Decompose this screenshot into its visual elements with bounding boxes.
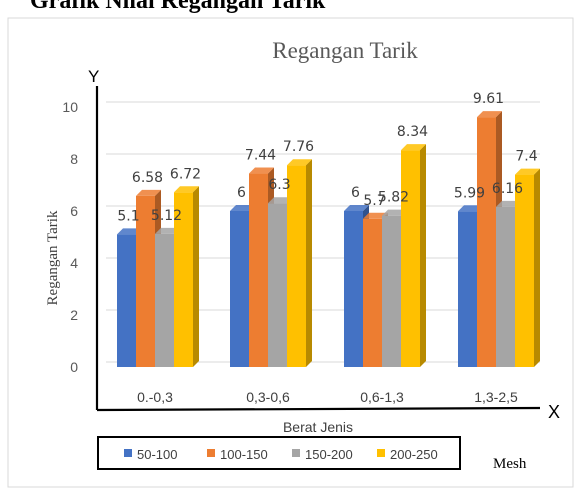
y-axis-title: Regangan Tarik bbox=[45, 210, 61, 305]
data-label: 6.58 bbox=[132, 170, 163, 186]
legend-item: 50-100 bbox=[124, 447, 177, 462]
category-label: 0,6-1,3 bbox=[360, 389, 404, 405]
data-label: 9.61 bbox=[473, 91, 504, 107]
data-label: 5.82 bbox=[378, 190, 409, 206]
legend-item: 150-200 bbox=[292, 447, 353, 462]
category-labels: 0.-0,3 0,3-0,6 0,6-1,3 1,3-2,5 bbox=[137, 389, 518, 405]
x-axis-title: Berat Jenis bbox=[283, 419, 353, 435]
legend: 50-100 100-150 150-200 200-250 bbox=[124, 447, 438, 462]
data-label: 7.4 bbox=[515, 149, 537, 165]
legend-swatch bbox=[124, 449, 132, 457]
y-tick-label: 8 bbox=[70, 151, 78, 167]
y-tick-label: 6 bbox=[70, 203, 78, 219]
legend-label: 150-200 bbox=[305, 447, 353, 462]
chart-title: Regangan Tarik bbox=[272, 38, 418, 63]
data-label: 7.44 bbox=[245, 148, 276, 164]
data-label: 6.16 bbox=[492, 181, 523, 197]
category-label: 0,3-0,6 bbox=[246, 389, 290, 405]
legend-label: 100-150 bbox=[220, 447, 268, 462]
data-label: 7.76 bbox=[283, 139, 314, 155]
category-label: 0.-0,3 bbox=[137, 389, 173, 405]
category-label: 1,3-2,5 bbox=[474, 389, 518, 405]
legend-swatch bbox=[207, 449, 215, 457]
bar bbox=[287, 159, 312, 367]
y-tick-label: 4 bbox=[70, 255, 78, 271]
y-tick-label: 0 bbox=[70, 359, 78, 375]
y-tick-labels: 0 2 4 6 8 10 bbox=[62, 99, 78, 375]
data-label: 6 bbox=[351, 185, 360, 201]
data-label: 5.12 bbox=[151, 208, 182, 224]
bar bbox=[401, 144, 426, 367]
legend-box bbox=[97, 436, 461, 470]
data-label: 5.7 bbox=[363, 193, 385, 209]
legend-label: 50-100 bbox=[137, 447, 177, 462]
mesh-label: Mesh bbox=[493, 456, 527, 472]
legend-swatch bbox=[292, 449, 300, 457]
legend-swatch bbox=[377, 449, 385, 457]
page-heading: Grafik Nilai Regangan Tarik bbox=[30, 0, 326, 14]
y-axis-letter: Y bbox=[88, 67, 99, 86]
bar bbox=[515, 168, 540, 367]
y-tick-label: 10 bbox=[62, 99, 78, 115]
data-label: 6.3 bbox=[268, 177, 290, 193]
x-axis-letter: X bbox=[548, 402, 560, 422]
data-label: 5.99 bbox=[454, 185, 485, 201]
data-label: 8.34 bbox=[397, 124, 428, 140]
data-label: 6.72 bbox=[170, 166, 201, 182]
bars bbox=[117, 111, 540, 367]
data-label: 5.1 bbox=[117, 208, 139, 224]
legend-item: 100-150 bbox=[207, 447, 268, 462]
data-label: 6 bbox=[237, 185, 246, 201]
bar bbox=[174, 186, 199, 367]
legend-label: 200-250 bbox=[390, 447, 438, 462]
y-tick-label: 2 bbox=[70, 307, 78, 323]
x-axis-line bbox=[96, 406, 541, 412]
legend-item: 200-250 bbox=[377, 447, 438, 462]
